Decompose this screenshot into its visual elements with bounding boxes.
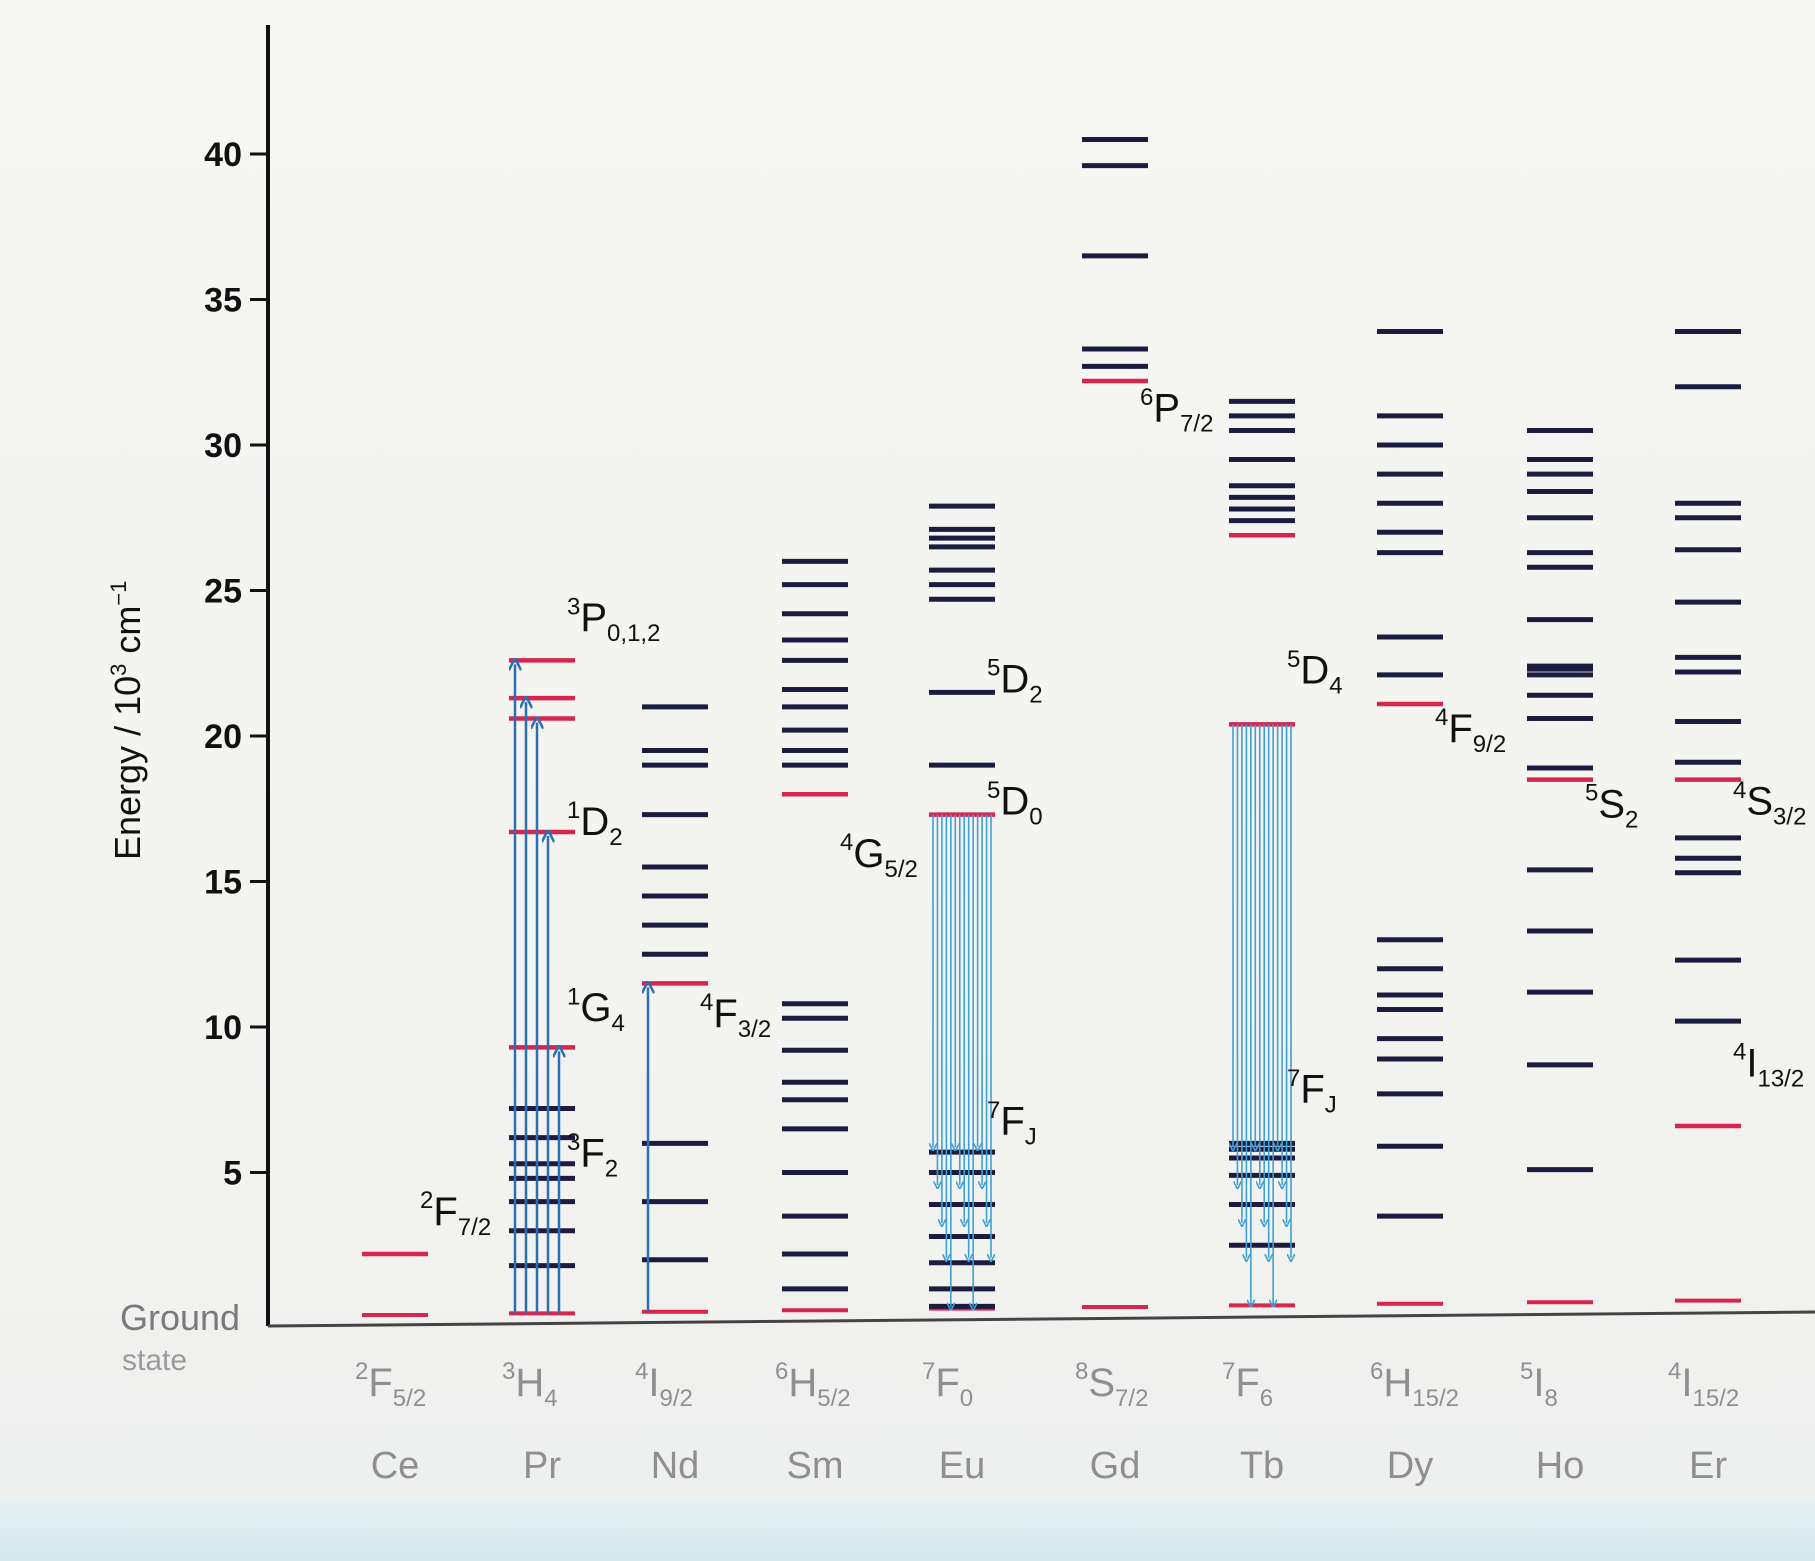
element-label-Er: Er bbox=[1689, 1445, 1727, 1487]
term-label: 4F9/2 bbox=[1435, 704, 1506, 758]
term-label: 5D4 bbox=[1287, 646, 1343, 700]
y-tick-label: 20 bbox=[204, 718, 242, 756]
term-label: 5D2 bbox=[987, 655, 1043, 709]
ground-term-Sm: 6H5/2 bbox=[775, 1358, 851, 1412]
term-label: 4I13/2 bbox=[1733, 1039, 1804, 1093]
axis-group: 5 10 15 20 25 30 35 40 Energy / 103 cm−1 Ground st… bbox=[106, 25, 1815, 1377]
element-label-Sm: Sm bbox=[787, 1445, 844, 1487]
ground-state-label: state bbox=[122, 1344, 187, 1377]
ground-term-Eu: 7F0 bbox=[922, 1358, 973, 1412]
labels-group: 2F7/2 2F5/2 Ce 3P0,1,2 1D2 1G4 3F2 3H4 Pr 4F3/2 4I… bbox=[355, 384, 1806, 1487]
ground-term-Ho: 5I8 bbox=[1520, 1358, 1558, 1412]
element-label-Gd: Gd bbox=[1090, 1445, 1141, 1487]
term-label: 4S3/2 bbox=[1733, 777, 1806, 831]
term-label: 3F2 bbox=[567, 1129, 618, 1183]
term-label: 6P7/2 bbox=[1140, 384, 1213, 438]
ground-state-label: Ground bbox=[120, 1297, 240, 1338]
levels-group bbox=[362, 136, 1741, 1317]
ground-term-Gd: 8S7/2 bbox=[1075, 1358, 1148, 1412]
y-tick-label: 5 bbox=[223, 1155, 242, 1193]
ground-term-Er: 4I15/2 bbox=[1668, 1358, 1739, 1412]
term-label: 5S2 bbox=[1585, 780, 1638, 834]
y-tick-label: 10 bbox=[204, 1009, 242, 1047]
element-label-Dy: Dy bbox=[1387, 1445, 1433, 1487]
term-label: 1G4 bbox=[567, 983, 625, 1037]
element-label-Nd: Nd bbox=[651, 1445, 700, 1487]
element-label-Ho: Ho bbox=[1536, 1445, 1585, 1487]
y-tick-label: 30 bbox=[204, 427, 242, 465]
y-tick-label: 40 bbox=[204, 136, 242, 174]
term-label: 7FJ bbox=[987, 1097, 1037, 1151]
term-label: 3P0,1,2 bbox=[567, 593, 660, 647]
term-label: 4F3/2 bbox=[700, 989, 771, 1043]
y-tick-label: 35 bbox=[204, 282, 242, 320]
term-label: 1D2 bbox=[567, 797, 623, 851]
ground-term-Pr: 3H4 bbox=[502, 1358, 558, 1412]
y-tick-label: 25 bbox=[204, 573, 242, 611]
ground-term-Tb: 7F6 bbox=[1222, 1358, 1273, 1412]
y-tick-label: 15 bbox=[204, 864, 242, 902]
ground-term-Nd: 4I9/2 bbox=[635, 1358, 693, 1412]
term-label: 5D0 bbox=[987, 777, 1043, 831]
y-axis-label: Energy / 103 cm−1 bbox=[106, 581, 148, 860]
element-label-Ce: Ce bbox=[371, 1445, 420, 1487]
transitions-group bbox=[515, 664, 1291, 1314]
element-label-Pr: Pr bbox=[523, 1445, 561, 1487]
term-label: 2F7/2 bbox=[420, 1187, 491, 1241]
ground-term-Ce: 2F5/2 bbox=[355, 1358, 426, 1412]
baseline-line bbox=[267, 1310, 1815, 1328]
element-label-Tb: Tb bbox=[1240, 1445, 1284, 1487]
element-label-Eu: Eu bbox=[939, 1445, 985, 1487]
bottom-band bbox=[0, 1500, 1815, 1561]
ground-term-Dy: 6H15/2 bbox=[1370, 1358, 1459, 1412]
term-label: 7FJ bbox=[1287, 1065, 1337, 1119]
term-label: 4G5/2 bbox=[840, 829, 918, 883]
